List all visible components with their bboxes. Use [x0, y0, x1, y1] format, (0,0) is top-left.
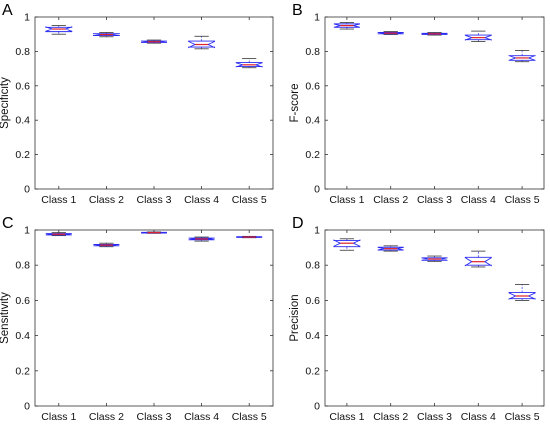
y-tick-label: 0: [24, 401, 30, 413]
x-tick-label: Class 3: [136, 411, 171, 423]
box-body: [45, 26, 73, 33]
y-tick-label: 0.8: [15, 46, 30, 58]
x-tick-label: Class 3: [417, 194, 452, 206]
x-tick-label: Class 1: [329, 411, 364, 423]
x-tick-label: Class 5: [232, 194, 267, 206]
box-5: [235, 58, 263, 69]
x-tick-label: Class 5: [232, 411, 267, 423]
y-axis-label: Sensitivity: [0, 292, 11, 344]
y-tick-label: 0.4: [15, 115, 30, 127]
x-tick-label: Class 4: [184, 194, 219, 206]
x-tick-label: Class 4: [184, 411, 219, 423]
box-body: [92, 33, 120, 37]
y-tick-label: 0.6: [305, 80, 320, 92]
x-tick-label: Class 1: [329, 194, 364, 206]
panel-d: D 0 0.2 0.4 0.6 0.8 1 Precision Class 1 Class 2 Cl…: [289, 215, 545, 423]
box-3: [140, 39, 168, 44]
y-tick-label: 0: [314, 401, 320, 413]
y-tick-label: 0.2: [15, 149, 30, 161]
panel-b: B 0 0.2 0.4 0.6 0.8 1 F-score Class 1 Class 2 Clas…: [289, 2, 545, 206]
y-tick-label: 0.4: [305, 330, 320, 342]
y-tick-label: 0.2: [305, 149, 320, 161]
box-body: [188, 40, 216, 49]
box-body: [508, 54, 536, 61]
x-tick-label: Class 4: [461, 194, 496, 206]
y-tick-label: 0: [24, 184, 30, 196]
y-tick-label: 0: [314, 184, 320, 196]
box-3: [421, 255, 448, 262]
box-1: [333, 238, 361, 251]
box-body: [464, 34, 492, 41]
x-tick-label: Class 1: [41, 194, 76, 206]
box-2: [92, 32, 120, 38]
x-tick-label: Class 4: [461, 411, 496, 423]
y-tick-label: 0.4: [15, 330, 30, 342]
box-4: [464, 30, 492, 42]
x-tick-label: Class 2: [89, 194, 124, 206]
box-body: [464, 256, 492, 267]
y-tick-label: 0.8: [15, 260, 30, 272]
box-5: [508, 50, 536, 63]
y-tick-label: 0.6: [305, 295, 320, 307]
y-tick-label: 1: [314, 12, 320, 24]
x-tick-label: Class 2: [373, 411, 408, 423]
y-tick-label: 0.2: [305, 365, 320, 377]
y-tick-label: 0.6: [15, 80, 30, 92]
panel-a: A 0 0.2 0.4 0.6 0.8 1 Specificity Class 1 Class 2…: [0, 2, 274, 206]
box-2: [93, 242, 120, 248]
x-tick-label: Class 5: [505, 411, 540, 423]
x-tick-label: Class 3: [136, 194, 171, 206]
box-5: [508, 284, 536, 301]
y-axis-label: Precision: [289, 294, 301, 341]
y-tick-label: 1: [24, 12, 30, 24]
y-tick-label: 0.4: [305, 115, 320, 127]
box-4: [464, 250, 492, 268]
y-tick-label: 0.8: [305, 46, 320, 58]
x-tick-label: Class 2: [89, 411, 124, 423]
y-axis-label: F-score: [289, 84, 301, 123]
y-tick-label: 0.8: [305, 260, 320, 272]
y-tick-label: 0.2: [15, 365, 30, 377]
panel-label: D: [292, 215, 304, 232]
x-tick-label: Class 3: [417, 411, 452, 423]
x-tick-label: Class 5: [505, 194, 540, 206]
box-5: [236, 235, 263, 239]
box-3: [140, 231, 168, 234]
y-axis-label: Specificity: [0, 77, 11, 129]
y-tick-label: 1: [314, 225, 320, 237]
y-tick-label: 1: [24, 225, 30, 237]
box-body: [333, 239, 361, 248]
box-3: [421, 32, 448, 36]
panel-label: B: [292, 2, 303, 19]
box-4: [188, 35, 216, 50]
box-1: [333, 22, 361, 30]
box-body: [508, 292, 536, 300]
x-tick-label: Class 1: [41, 411, 76, 423]
box-2: [377, 31, 404, 35]
box-1: [45, 232, 72, 237]
panel-c: C 0 0.2 0.4 0.6 0.8 1 Sensitivity Class 1 Class 2…: [0, 215, 274, 423]
panel-label: A: [2, 2, 13, 19]
y-tick-label: 0.6: [15, 295, 30, 307]
box-1: [45, 25, 73, 35]
panel-label: C: [2, 215, 14, 232]
box-body: [235, 62, 263, 68]
box-2: [377, 245, 404, 252]
x-tick-label: Class 2: [373, 194, 408, 206]
box-4: [188, 236, 215, 242]
